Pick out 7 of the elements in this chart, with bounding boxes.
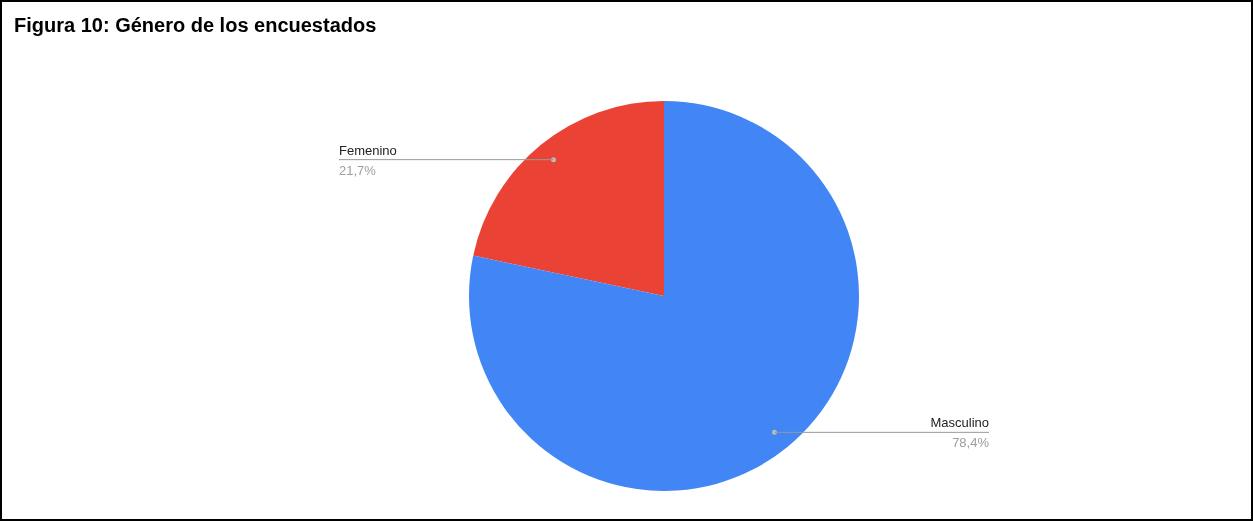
pie-slice: [473, 101, 664, 296]
slice-label: Masculino: [930, 415, 989, 431]
pie-slice: [469, 101, 859, 491]
chart-title: Figura 10: Género de los encuestados: [14, 14, 377, 37]
slice-label: Femenino: [339, 142, 397, 158]
data-label: 21,7%: [339, 162, 377, 178]
data-label: 78,4%: [952, 435, 990, 451]
